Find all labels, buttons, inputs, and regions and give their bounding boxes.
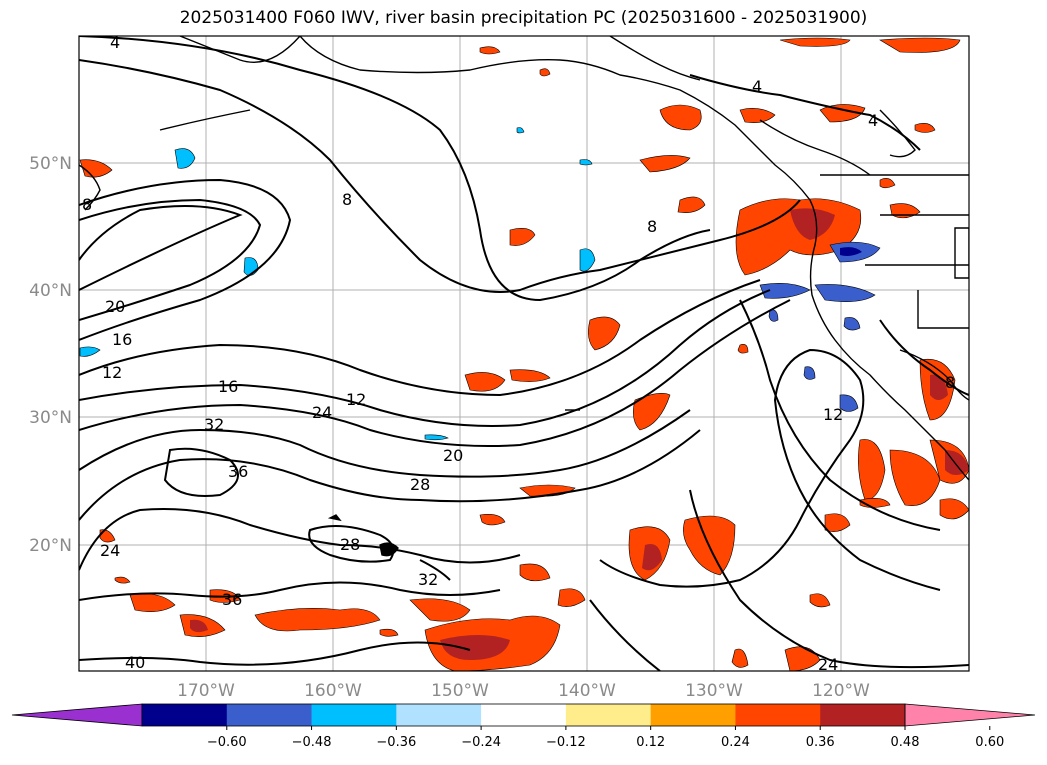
lon-label: 150°W	[431, 681, 489, 701]
colorbar-tick-label: 0.12	[636, 735, 665, 750]
colorbar-tick-label: −0.24	[461, 735, 501, 750]
lon-label: 120°W	[812, 681, 870, 701]
colorbar-swatch	[226, 704, 313, 726]
colorbar-tick-label: 0.60	[975, 735, 1004, 750]
lon-label: 140°W	[558, 681, 616, 701]
contour-label: 16	[112, 330, 132, 349]
contour-label: 4	[868, 111, 878, 130]
colorbar-swatch	[142, 704, 228, 726]
contour-label: 24	[100, 541, 120, 560]
longitude-labels: 170°W 160°W 150°W 140°W 130°W 120°W	[177, 681, 870, 701]
map-title: 2025031400 F060 IWV, river basin precipi…	[179, 8, 868, 28]
colorbar-tick-label: −0.48	[292, 735, 332, 750]
contour-label: 20	[443, 446, 463, 465]
colorbar-swatch	[396, 704, 482, 726]
contour-label: 32	[418, 570, 438, 589]
contour-label: 8	[647, 217, 657, 236]
colorbar-swatch	[735, 704, 821, 726]
lat-label: 50°N	[29, 154, 72, 174]
colorbar-tick-label: 0.24	[721, 735, 750, 750]
contour-labels: 4 4 4 8 8 8 12 12 12 16 16 20 20 24 24 2…	[82, 33, 955, 674]
lon-label: 130°W	[685, 681, 743, 701]
iwv-contours	[79, 36, 969, 671]
map-frame	[78, 35, 970, 672]
contour-label: 8	[82, 195, 92, 214]
colorbar-swatch	[311, 704, 397, 726]
colorbar-tick-label: −0.36	[376, 735, 416, 750]
contour-label: 36	[228, 462, 248, 481]
latitude-labels: 50°N 40°N 30°N 20°N	[29, 154, 72, 556]
contour-label: 4	[752, 77, 762, 96]
contour-label: 8	[342, 190, 352, 209]
contour-label: 32	[204, 415, 224, 434]
colorbar-outline	[141, 703, 906, 727]
colorbar-extend-high	[904, 703, 1036, 727]
contour-label: 12	[102, 363, 122, 382]
contour-label: 36	[222, 590, 242, 609]
colorbar-extend-low	[11, 703, 143, 727]
contour-label: 24	[818, 655, 838, 674]
colorbar: −0.60 −0.48 −0.36 −0.24 −0.12 0.12 0.24 0.36 0.4…	[11, 703, 1036, 750]
lon-label: 170°W	[177, 681, 235, 701]
colorbar-tick-label: 0.36	[806, 735, 835, 750]
colorbar-swatch	[565, 704, 652, 726]
colorbar-swatch	[820, 704, 906, 726]
contour-label: 28	[410, 475, 430, 494]
contour-label: 28	[340, 535, 360, 554]
lat-label: 40°N	[29, 281, 72, 301]
colorbar-tick-label: 0.48	[891, 735, 920, 750]
lon-label: 160°W	[304, 681, 362, 701]
colorbar-swatch	[481, 704, 567, 726]
contour-label: 12	[823, 405, 843, 424]
lat-label: 30°N	[29, 408, 72, 428]
contour-label: 40	[125, 653, 145, 672]
contour-label: 20	[105, 297, 125, 316]
lat-label: 20°N	[29, 536, 72, 556]
colorbar-swatch	[650, 704, 736, 726]
colorbar-tick-label: −0.60	[207, 735, 247, 750]
contour-label: 8	[945, 373, 955, 392]
contour-label: 16	[218, 377, 238, 396]
contour-label: 4	[110, 33, 120, 52]
contour-label: 12	[346, 390, 366, 409]
colorbar-tick-label: −0.12	[546, 735, 586, 750]
contour-label: 24	[312, 403, 332, 422]
coastlines	[79, 36, 969, 557]
